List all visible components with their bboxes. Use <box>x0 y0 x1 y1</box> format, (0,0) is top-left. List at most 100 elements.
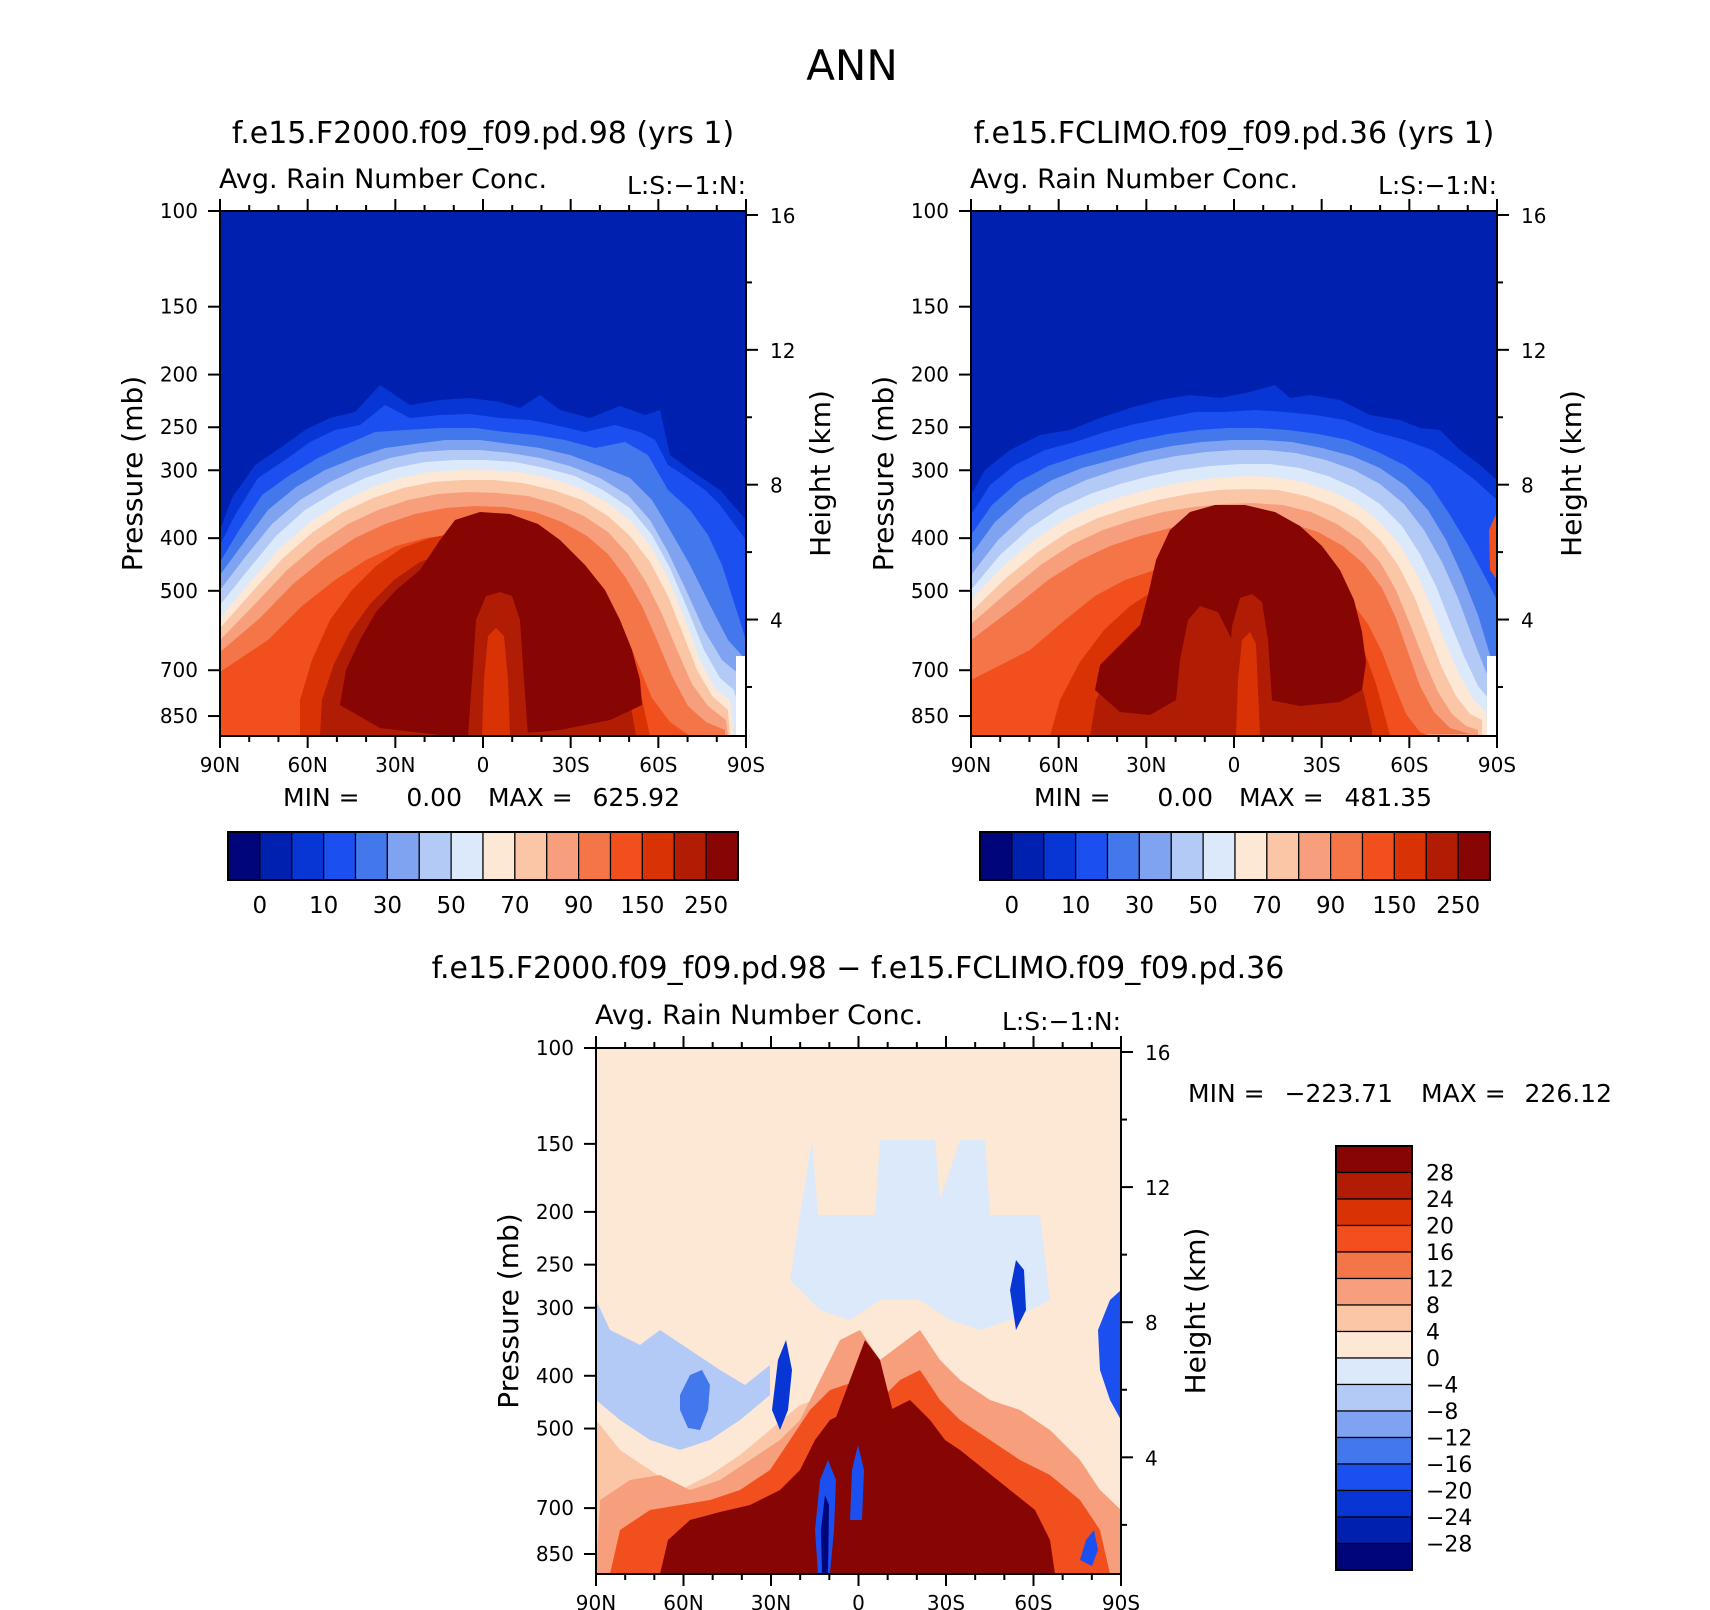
panel-c-max-label: MAX = <box>1421 1079 1506 1108</box>
panel-b-colorbar-label: 90 <box>1316 893 1345 919</box>
panel-c-colorbar-box <box>1335 1304 1413 1333</box>
panel-c-colorbar-label: 0 <box>1426 1347 1440 1372</box>
panel-a-colorbar-label: 0 <box>253 893 268 919</box>
panel-a-x-tick-label: 60S <box>639 753 677 777</box>
panel-c-colorbar-box <box>1335 1171 1413 1200</box>
panel-c-right-subtitle: L:S:−1:N: <box>1002 1007 1121 1036</box>
panel-c-mid-negative-left <box>596 1300 770 1450</box>
panel-a-colorbar-label: 70 <box>500 893 529 919</box>
panel-a-colorbar-box <box>705 831 739 881</box>
panel-a-field <box>220 211 746 736</box>
panel-c-y2-tick-label: 4 <box>1145 1446 1158 1470</box>
panel-c-colorbar-box <box>1335 1383 1413 1412</box>
panel-c-y-tick-label: 700 <box>536 1496 574 1520</box>
panel-c-upper-negative <box>790 1140 1050 1330</box>
panel-a-y2-tick-label: 12 <box>770 339 795 363</box>
panel-c-colorbar-frame <box>1335 1145 1413 1571</box>
panel-b-x-tick-label: 60N <box>1038 753 1078 777</box>
panel-b-x-tick-label: 90S <box>1478 753 1516 777</box>
panel-c-colorbar-box <box>1335 1145 1413 1174</box>
panel-a-colorbar-box <box>641 831 675 881</box>
panel-c-colorbar-box <box>1335 1357 1413 1386</box>
panel-b-title: f.e15.FCLIMO.f09_f09.pd.36 (yrs 1) <box>974 116 1495 151</box>
panel-a-colorbar-frame <box>227 831 739 881</box>
panel-b-y-tick-label: 500 <box>911 579 949 603</box>
panel-b-colorbar-box <box>1170 831 1204 881</box>
panel-c-blue-streak-1-core <box>821 1495 829 1574</box>
panel-b-colorbar-box <box>1266 831 1300 881</box>
panel-c-subtitle: Avg. Rain Number Conc. <box>595 1000 923 1031</box>
panel-c-colorbar-label: −12 <box>1426 1427 1472 1452</box>
panel-c-x-tick-label: 90N <box>576 1591 616 1610</box>
panel-c-x-tick-label: 0 <box>852 1591 865 1610</box>
panel-a-colorbar-box <box>227 831 261 881</box>
panel-a-colorbar-box <box>450 831 484 881</box>
panel-a-colorbar-box <box>673 831 707 881</box>
panel-c-y2-axis-title: Height (km) <box>1179 1228 1212 1395</box>
panel-c-x-tick-label: 60S <box>1014 1591 1052 1610</box>
panel-c-colorbar-label: −4 <box>1426 1374 1458 1399</box>
panel-a-colorbar-box <box>546 831 580 881</box>
panel-b-colorbar-box <box>1106 831 1140 881</box>
panel-c-title: f.e15.F2000.f09_f09.pd.98 − f.e15.FCLIMO… <box>432 951 1285 986</box>
panel-b-colorbar-box <box>1043 831 1077 881</box>
panel-c-colorbar-label: −20 <box>1426 1480 1472 1505</box>
panel-a-colorbar-box <box>354 831 388 881</box>
panel-b-y-tick-label: 700 <box>911 658 949 682</box>
panel-a-jet-core-inner <box>482 628 510 735</box>
panel-c-min-label: MIN = <box>1188 1079 1265 1108</box>
panel-a-colorbar-box <box>578 831 612 881</box>
panel-b-subtitle: Avg. Rain Number Conc. <box>970 164 1298 195</box>
panel-a-max-value: 625.92 <box>593 783 680 812</box>
panel-a-colorbar-label: 50 <box>436 893 465 919</box>
panel-c-colorbar-label: −28 <box>1426 1533 1472 1558</box>
panel-b-colorbar-frame <box>979 831 1491 881</box>
panel-b-y-tick-label: 850 <box>911 704 949 728</box>
panel-a-colorbar-box <box>482 831 516 881</box>
panel-a-subtitle: Avg. Rain Number Conc. <box>219 164 547 195</box>
panel-a-x-tick-label: 30S <box>552 753 590 777</box>
panel-c-y-tick-label: 200 <box>536 1200 574 1224</box>
panel-b-colorbar-label: 70 <box>1252 893 1281 919</box>
panel-a-x-tick-label: 0 <box>477 753 490 777</box>
panel-b-edge-patch <box>1489 512 1497 580</box>
panel-c-blue-streak-4 <box>1010 1260 1026 1330</box>
panel-c-max-value: 226.12 <box>1525 1079 1612 1108</box>
panel-b-y-tick-label: 200 <box>911 363 949 387</box>
panel-a-y2-tick-label: 8 <box>770 474 783 498</box>
panel-b-colorbar-label: 0 <box>1005 893 1020 919</box>
panel-c-colorbar-box <box>1335 1330 1413 1359</box>
panel-b-band-14 <box>1095 505 1366 715</box>
panel-c-axes: 90N 60N 30N 0 30S 60S 90S 100 150 200 250 300 400 500… <box>492 1036 1212 1610</box>
panel-a-y2-axis-title: Height (km) <box>804 390 837 557</box>
panel-b-colorbar-box <box>1202 831 1236 881</box>
panel-c-y-tick-label: 150 <box>536 1132 574 1156</box>
panel-a-right-subtitle: L:S:−1:N: <box>627 171 746 200</box>
panel-a-min-value: 0.00 <box>406 783 462 812</box>
panel-c: f.e15.F2000.f09_f09.pd.98 − f.e15.FCLIMO… <box>432 951 1612 1610</box>
panel-b-colorbar-box <box>1075 831 1109 881</box>
panel-a-colorbar-box <box>323 831 357 881</box>
panel-b-colorbar-box <box>1457 831 1491 881</box>
panel-c-min-value: −223.71 <box>1285 1079 1393 1108</box>
panel-b-y-tick-label: 100 <box>911 199 949 223</box>
panel-a-y-tick-label: 150 <box>160 295 198 319</box>
panel-c-x-tick-label: 30S <box>927 1591 965 1610</box>
panel-b-max-label: MAX = <box>1239 783 1324 812</box>
panel-b-y-tick-label: 400 <box>911 526 949 550</box>
panel-b-colorbar-label: 250 <box>1436 893 1480 919</box>
panel-a-x-tick-label: 30N <box>375 753 415 777</box>
panel-b-colorbar-box <box>1361 831 1395 881</box>
panel-c-y2-tick-label: 8 <box>1145 1311 1158 1335</box>
panel-b-colorbar-box <box>1138 831 1172 881</box>
panel-b-axes: 90N 60N 30N 0 30S 60S 90S 100 150 200 250 300 400 500… <box>867 199 1588 777</box>
panel-a-y2-tick-label: 16 <box>770 204 795 228</box>
panel-a-colorbar: 0 10 30 50 70 90 150 250 <box>227 831 739 919</box>
panel-b-colorbar: 0 10 30 50 70 90 150 250 <box>979 831 1491 919</box>
panel-b-colorbar-box <box>1011 831 1045 881</box>
panel-c-colorbar-label: 16 <box>1426 1241 1454 1266</box>
panel-c-x-tick-label: 90S <box>1102 1591 1140 1610</box>
panel-b-x-tick-label: 60S <box>1390 753 1428 777</box>
panel-b-colorbar-box <box>1234 831 1268 881</box>
panel-c-colorbar-box <box>1335 1224 1413 1253</box>
